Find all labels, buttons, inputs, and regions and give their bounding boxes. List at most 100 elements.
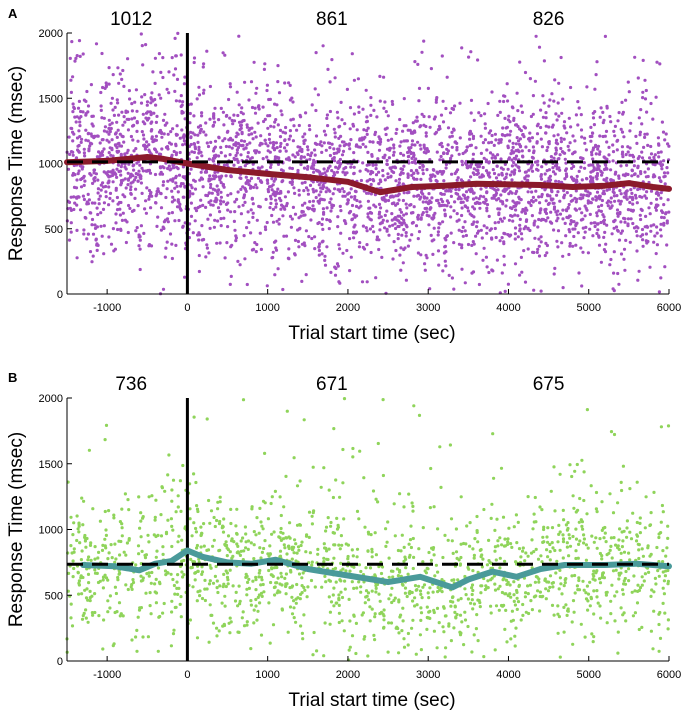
- scatter-point: [327, 218, 332, 222]
- scatter-point: [381, 174, 385, 178]
- scatter-point: [328, 141, 332, 145]
- scatter-point: [335, 170, 339, 174]
- scatter-point: [235, 151, 239, 155]
- scatter-point: [72, 207, 76, 212]
- scatter-point: [192, 472, 196, 476]
- scatter-point: [348, 147, 352, 151]
- scatter-point: [338, 163, 342, 168]
- scatter-point: [111, 180, 115, 184]
- scatter-point: [618, 210, 622, 215]
- scatter-point: [142, 231, 146, 235]
- scatter-point: [111, 108, 115, 112]
- scatter-point: [574, 189, 578, 193]
- scatter-point: [314, 108, 318, 113]
- scatter-point: [573, 591, 577, 595]
- scatter-point: [512, 580, 516, 584]
- scatter-point: [154, 103, 158, 107]
- scatter-point: [599, 209, 604, 213]
- scatter-point: [195, 546, 199, 550]
- scatter-point: [513, 204, 518, 208]
- scatter-point: [393, 222, 397, 226]
- scatter-point: [469, 98, 474, 102]
- scatter-point: [216, 206, 221, 210]
- scatter-point: [276, 80, 280, 84]
- scatter-point: [562, 518, 566, 522]
- scatter-point: [582, 533, 586, 537]
- scatter-point: [300, 203, 305, 207]
- scatter-point: [160, 485, 164, 489]
- scatter-point: [75, 538, 79, 543]
- scatter-point: [290, 557, 294, 561]
- scatter-point: [471, 136, 475, 141]
- scatter-point: [229, 521, 233, 526]
- scatter-point: [439, 154, 443, 159]
- scatter-point: [460, 229, 464, 234]
- scatter-point: [102, 201, 106, 205]
- scatter-point: [589, 170, 593, 174]
- scatter-point: [328, 200, 332, 205]
- scatter-point: [497, 173, 501, 177]
- scatter-point: [445, 151, 449, 156]
- scatter-point: [239, 139, 244, 143]
- scatter-point: [449, 215, 453, 219]
- scatter-point: [409, 169, 413, 173]
- scatter-point: [615, 590, 619, 594]
- scatter-point: [310, 514, 314, 518]
- scatter-point: [580, 135, 584, 139]
- scatter-point: [616, 214, 620, 218]
- scatter-point: [265, 284, 269, 288]
- scatter-point: [70, 624, 75, 628]
- scatter-point: [196, 509, 200, 514]
- scatter-point: [365, 119, 369, 123]
- scatter-point: [137, 244, 141, 248]
- scatter-point: [226, 193, 230, 197]
- scatter-point: [561, 540, 566, 544]
- scatter-point: [174, 153, 178, 157]
- scatter-point: [239, 153, 243, 157]
- scatter-point: [269, 197, 273, 201]
- scatter-point: [344, 569, 348, 573]
- scatter-point: [398, 492, 402, 496]
- scatter-point: [654, 191, 659, 196]
- scatter-point: [485, 226, 489, 230]
- scatter-point: [569, 125, 573, 129]
- scatter-point: [190, 186, 194, 190]
- scatter-point: [234, 236, 238, 240]
- scatter-point: [493, 648, 497, 652]
- scatter-point: [291, 117, 295, 121]
- scatter-point: [636, 278, 640, 282]
- scatter-point: [291, 100, 295, 104]
- scatter-point: [443, 655, 447, 659]
- scatter-point: [166, 473, 170, 477]
- scatter-point: [552, 272, 556, 276]
- scatter-point: [302, 166, 307, 170]
- scatter-point: [350, 548, 354, 552]
- scatter-point: [384, 132, 388, 137]
- scatter-point: [367, 598, 371, 602]
- scatter-point: [224, 543, 228, 548]
- scatter-point: [256, 121, 260, 125]
- scatter-point: [580, 524, 584, 529]
- scatter-point: [411, 618, 415, 622]
- scatter-point: [303, 588, 307, 592]
- scatter-point: [324, 529, 328, 533]
- scatter-point: [503, 289, 507, 293]
- scatter-point: [577, 588, 582, 592]
- scatter-point: [258, 506, 262, 510]
- scatter-point: [123, 165, 127, 169]
- scatter-point: [246, 547, 250, 552]
- scatter-point: [457, 188, 461, 192]
- scatter-point: [86, 572, 91, 577]
- scatter-point: [540, 145, 545, 149]
- scatter-point: [647, 206, 651, 210]
- scatter-point: [143, 145, 147, 149]
- scatter-point: [538, 211, 542, 215]
- scatter-point: [630, 195, 635, 199]
- scatter-point: [337, 620, 341, 625]
- scatter-point: [277, 91, 282, 95]
- scatter-point: [516, 600, 521, 604]
- scatter-point: [131, 580, 136, 585]
- scatter-point: [574, 537, 579, 541]
- scatter-point: [518, 145, 523, 149]
- scatter-point: [326, 124, 330, 128]
